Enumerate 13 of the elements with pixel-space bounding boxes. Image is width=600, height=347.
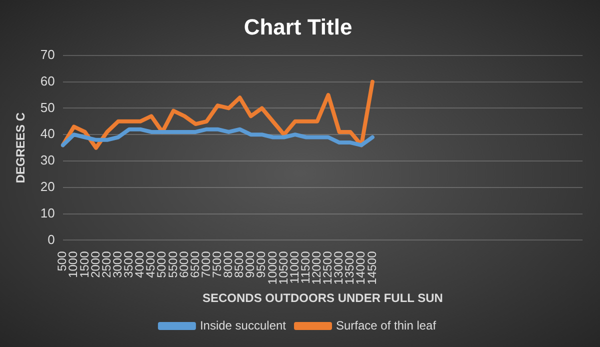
y-tick-label: 50 bbox=[40, 100, 55, 115]
y-axis-title: DEGREES C bbox=[14, 112, 28, 184]
y-tick-label: 10 bbox=[40, 205, 55, 220]
y-tick-label: 0 bbox=[48, 232, 55, 247]
y-tick-label: 30 bbox=[40, 152, 55, 168]
chart-title: Chart Title bbox=[244, 14, 352, 40]
legend-label: Surface of thin leaf bbox=[336, 318, 437, 332]
y-tick-label: 70 bbox=[40, 46, 55, 62]
legend-label: Inside succulent bbox=[200, 318, 287, 332]
x-axis-title: SECONDS OUTDOORS UNDER FULL SUN bbox=[202, 291, 443, 306]
y-tick-label: 40 bbox=[40, 126, 55, 142]
y-tick-label: 60 bbox=[40, 73, 55, 88]
y-tick-label: 20 bbox=[40, 179, 55, 194]
